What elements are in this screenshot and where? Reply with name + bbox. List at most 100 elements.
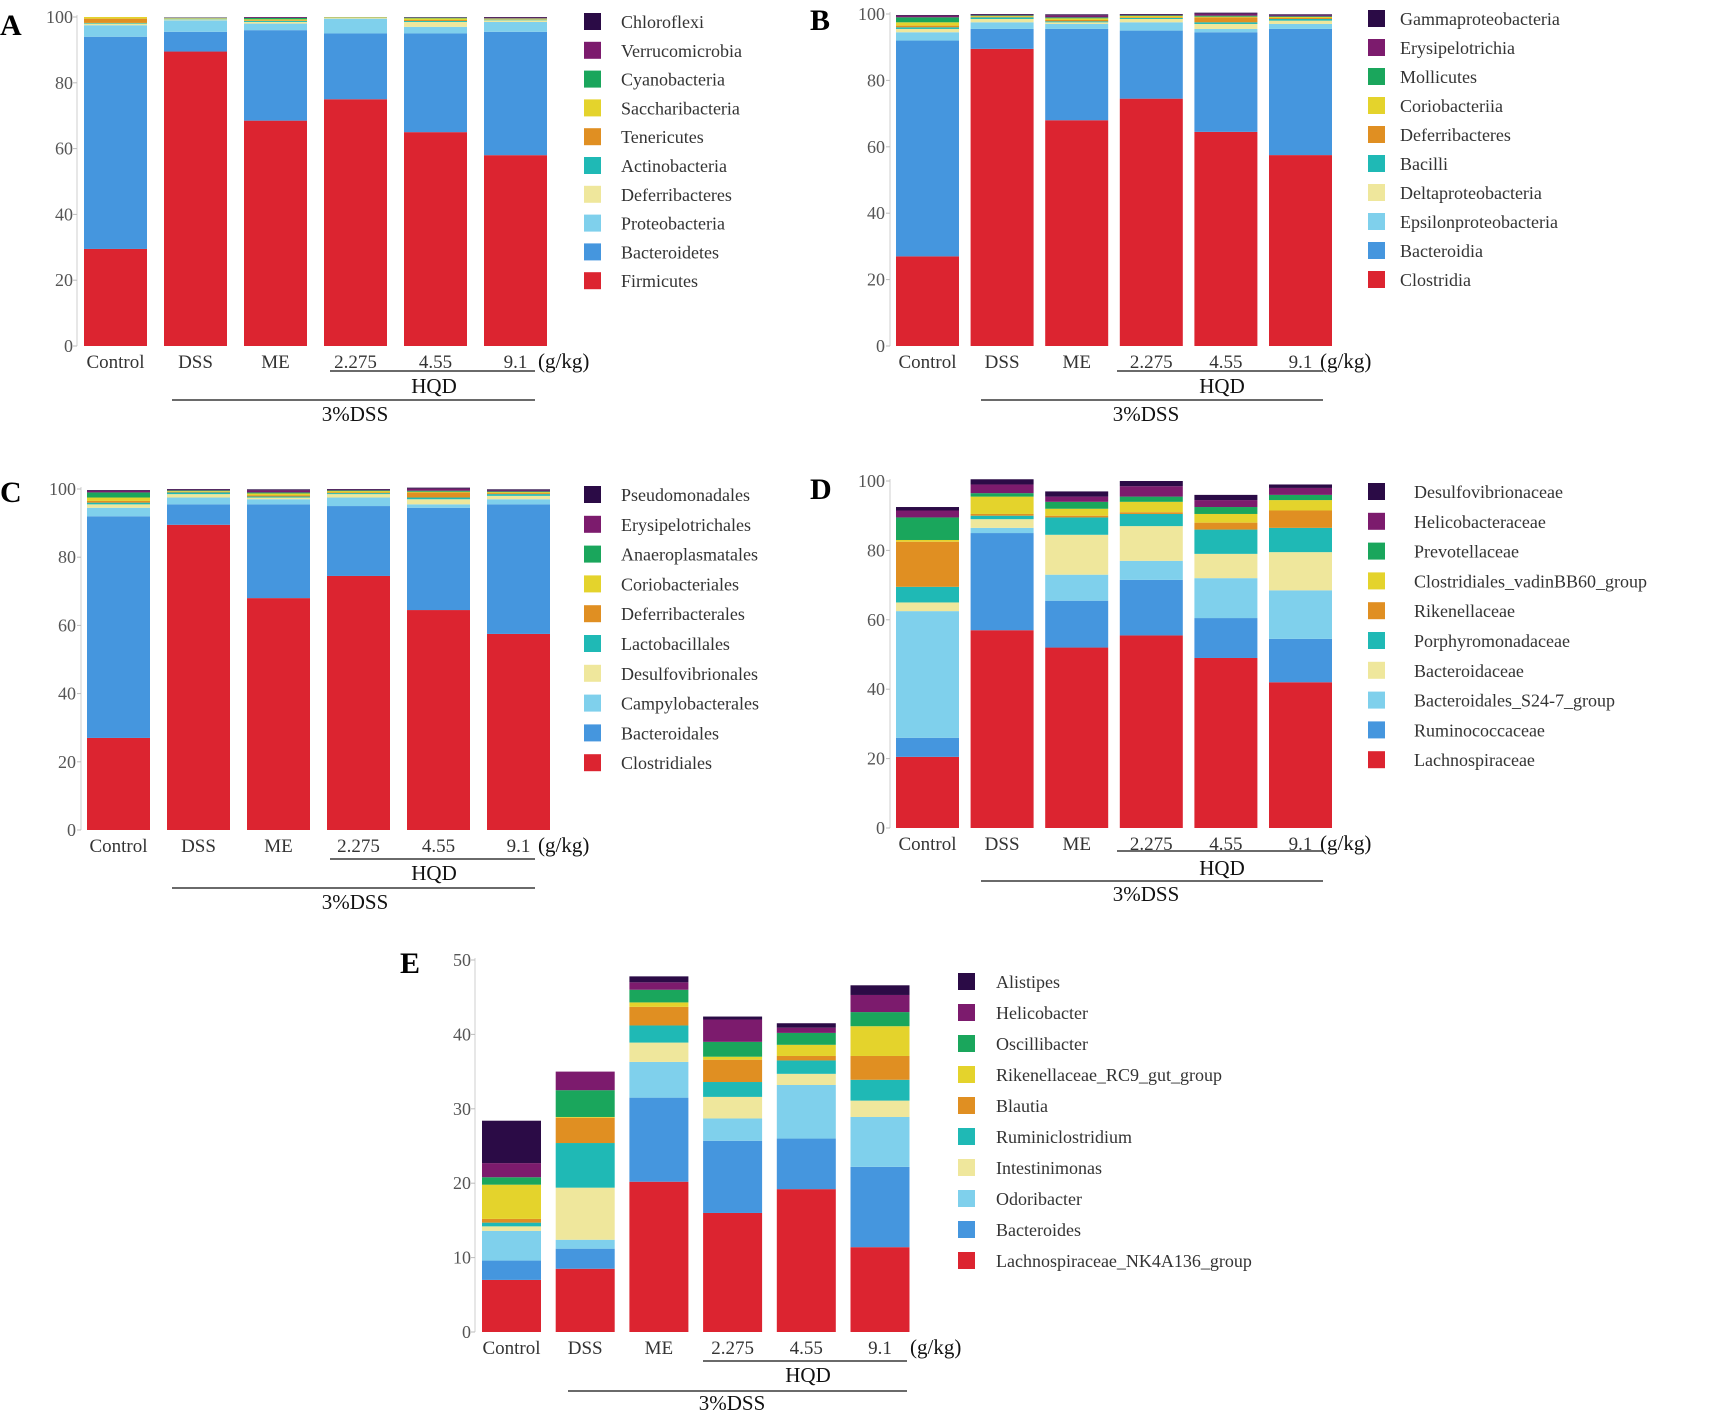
panel-c-bar-Control-Deferribacterales [87, 500, 150, 503]
panel-a-bar-4.55-Cyanobacteria [404, 17, 467, 19]
panel-c-xtick-label: ME [264, 836, 293, 857]
panel-c-bar-DSS-Erysipelotrichales [167, 489, 230, 491]
panel-c-bar-9.1-Clostridiales [487, 633, 550, 830]
panel-c-dss-label: 3%DSS [322, 890, 389, 914]
panel-e-bar-ME-Alistipes [629, 976, 689, 983]
panel-e-bar-DSS-Helicobacter [555, 1071, 615, 1091]
panel-b-legend-label: Bacilli [1400, 154, 1448, 174]
panel-b-legend-swatch [1368, 10, 1385, 27]
panel-d-bar-Control-Prevotellaceae [896, 517, 959, 540]
panel-c-legend-label: Pseudomonadales [621, 485, 750, 505]
panel-e-bar-DSS-Bacteroides [555, 1248, 615, 1269]
panel-a-bar-ME-Verrucomicrobia [244, 17, 307, 18]
panel-a-legend-swatch [584, 185, 601, 203]
panel-b-bar-4.55-Deferribacteres [1194, 17, 1258, 23]
panel-b-bar-Control-Deltaproteobacteria [896, 28, 959, 33]
panel-d-bar-ME-Prevotellaceae [1045, 501, 1109, 509]
panel-e-legend-swatch [958, 1097, 975, 1114]
panel-e-legend-label: Alistipes [996, 972, 1060, 992]
panel-c-ytick-label: 40 [58, 684, 76, 704]
panel-d-ytick-label: 0 [876, 818, 885, 838]
panel-d-bar-DSS-Bacteroidaceae [970, 519, 1034, 528]
panel-a-bar-2.275-Bacteroidetes [324, 33, 387, 100]
panel-b-bar-4.55-Erysipelotrichia [1194, 13, 1258, 16]
panel-e-bar-Control-Odoribacter [482, 1230, 541, 1261]
panel-d-bar-DSS-Prevotellaceae [970, 493, 1034, 497]
panel-c-bar-Control-Pseudomonadales [87, 490, 150, 491]
panel-d-legend-swatch [1368, 721, 1385, 739]
panel-e-legend-swatch [958, 1252, 975, 1269]
panel-d-bar-2.275-Prevotellaceae [1119, 496, 1183, 502]
panel-e-bar-9.1-Ruminiclostridium [850, 1079, 910, 1101]
panel-e-bar-DSS-Oscillibacter [555, 1090, 615, 1117]
panel-a-legend-swatch [584, 70, 601, 88]
panel-e-bar-4.55-Blautia [776, 1055, 836, 1061]
panel-c-bar-2.275-Clostridiales [327, 575, 390, 830]
panel-a-legend-swatch [584, 99, 601, 117]
panel-d-dss-label: 3%DSS [1113, 882, 1180, 906]
panel-c-bar-2.275-Deferribacterales [327, 492, 390, 494]
panel-b-bar-DSS-Epsilonproteobacteria [970, 22, 1034, 29]
panel-a-hqd-label: HQD [411, 374, 457, 398]
panel-d-xtick-label: DSS [985, 834, 1020, 855]
panel-b-legend-label: Epsilonproteobacteria [1400, 212, 1558, 232]
panel-a-bar-ME-Actinobacteria [244, 20, 307, 22]
panel-e-legend-label: Blautia [996, 1096, 1048, 1116]
panel-d-bar-DSS-Porphyromonadaceae [970, 515, 1034, 520]
panel-d-ytick-label: 100 [858, 471, 885, 491]
panel-e-legend-label: Oscillibacter [996, 1034, 1088, 1054]
panel-e-legend-label: Ruminiclostridium [996, 1127, 1132, 1147]
panel-e-xtick-label: DSS [568, 1338, 603, 1359]
panel-e-bar-9.1-Oscillibacter [850, 1012, 910, 1027]
panel-c-bar-Control-Lactobacillales [87, 502, 150, 505]
panel-b-bar-Control-Coriobacteriia [896, 22, 959, 26]
panel-b-bar-Control-Deferribacteres [896, 25, 959, 28]
panel-b-ytick-label: 80 [867, 70, 885, 90]
panel-a-legend-label: Verrucomicrobia [621, 41, 742, 61]
panel-a-bar-DSS-Actinobacteria [164, 18, 227, 20]
panel-a-bar-4.55-Actinobacteria [404, 20, 467, 22]
panel-b-ytick-label: 40 [867, 203, 885, 223]
panel-e-bar-DSS-Ruminiclostridium [555, 1143, 615, 1188]
panel-c-bar-4.55-Coriobacteriales [407, 491, 470, 493]
panel-a-ytick-label: 100 [46, 7, 73, 27]
panel-e-bar-ME-Blautia [629, 1006, 689, 1026]
panel-d-bar-2.275-Bacteroidaceae [1119, 526, 1183, 561]
panel-a-legend-label: Cyanobacteria [621, 70, 725, 90]
panel-e-legend-swatch [958, 1221, 975, 1238]
panel-a-bar-DSS-Bacteroidetes [164, 31, 227, 52]
panel-e-bar-4.55-Helicobacter [776, 1027, 836, 1033]
panel-c-bar-ME-Campylobacterales [247, 499, 310, 505]
panel-b-bar-DSS-Deferribacteres [970, 16, 1034, 18]
panel-e-bar-4.55-Bacteroides [776, 1138, 836, 1190]
panel-a-legend-label: Tenericutes [621, 127, 704, 147]
panel-b-bar-Control-Erysipelotrichia [896, 15, 959, 18]
panel-d-bar-2.275-Ruminococcaceae [1119, 579, 1183, 636]
panel-e-bar-Control-Oscillibacter [482, 1177, 541, 1185]
panel-b-xtick-label: 9.1 [1289, 352, 1313, 373]
panel-e-legend-swatch [958, 973, 975, 990]
panel-a-letter: A [0, 9, 22, 42]
panel-e-bar-Control-Intestinimonas [482, 1226, 541, 1231]
panel-a-legend-label: Chloroflexi [621, 12, 704, 32]
panel-c-legend-swatch [584, 575, 601, 593]
panel-c-bar-4.55-Bacteroidales [407, 507, 470, 611]
panel-e-unit-label: (g/kg) [910, 1335, 961, 1359]
panel-b-legend-swatch [1368, 155, 1385, 172]
panel-a-xtick-label: 2.275 [334, 352, 377, 373]
panel-e-bar-2.275-Oscillibacter [703, 1041, 763, 1057]
panel-c-bar-Control-Coriobacteriales [87, 497, 150, 501]
panel-e-ytick-label: 20 [453, 1173, 471, 1193]
panel-c-bar-DSS-Coriobacteriales [167, 491, 230, 492]
panel-d-bar-2.275-Lachnospiraceae [1119, 635, 1183, 828]
panel-e-bar-Control-Alistipes [482, 1120, 541, 1164]
panel-c-ytick-label: 100 [49, 479, 76, 499]
panel-b-legend-label: Coriobacteriia [1400, 96, 1503, 116]
panel-d-bar-9.1-Ruminococcaceae [1269, 638, 1332, 683]
panel-d-bar-ME-Helicobacteraceae [1045, 496, 1109, 502]
panel-a-legend-swatch [584, 41, 601, 59]
panel-a-bar-9.1-Bacteroidetes [484, 31, 547, 156]
panel-d-bar-4.55-Porphyromonadaceae [1194, 529, 1258, 554]
panel-c-legend-label: Deferribacterales [621, 604, 745, 624]
panel-d-bar-2.275-Helicobacteraceae [1119, 486, 1183, 497]
